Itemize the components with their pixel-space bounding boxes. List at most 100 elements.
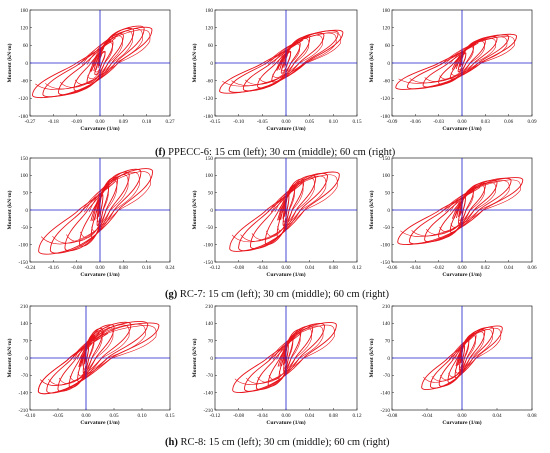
chart-panel-f-1: -0.27 -0.18 -0.09 0.00 0.09 0.18 0.27 -180 -120 -… bbox=[6, 8, 175, 132]
chart-panel-f-2: -0.15 -0.10 -0.05 0.00 0.05 0.10 0.15 -180 -120 -… bbox=[191, 8, 362, 132]
y-tick-label: -70 bbox=[21, 373, 28, 379]
hysteresis-loop-2 bbox=[86, 40, 114, 84]
hysteresis-loop-3 bbox=[257, 36, 311, 89]
x-axis-label: Curvature (1/m) bbox=[266, 271, 305, 278]
y-tick-label: 120 bbox=[205, 25, 213, 31]
y-tick-label: 0 bbox=[210, 208, 213, 214]
y-tick-label: 150 bbox=[382, 156, 390, 162]
x-tick-label: 0.08 bbox=[329, 413, 338, 419]
x-tick-label: -0.06 bbox=[410, 119, 421, 125]
y-tick-label: 180 bbox=[205, 8, 213, 14]
y-tick-label: 150 bbox=[205, 156, 213, 162]
y-tick-label: -150 bbox=[18, 260, 28, 266]
x-tick-label: -0.27 bbox=[25, 119, 36, 125]
chart-panels: -0.27 -0.18 -0.09 0.00 0.09 0.18 0.27-180-120-… bbox=[6, 8, 537, 426]
hysteresis-loop-4 bbox=[58, 27, 135, 96]
y-tick-label: 120 bbox=[20, 25, 28, 31]
x-axis-label: Curvature (1/m) bbox=[442, 125, 481, 132]
hysteresis-loop-7 bbox=[37, 322, 160, 395]
y-tick-label: -50 bbox=[206, 225, 213, 231]
x-tick-label: -0.08 bbox=[71, 265, 82, 271]
hysteresis-loop-repeat-6 bbox=[35, 29, 151, 90]
hysteresis-curves bbox=[32, 25, 153, 99]
y-tick-label: 50 bbox=[23, 190, 29, 196]
y-tick-label: 140 bbox=[205, 321, 213, 327]
hysteresis-loop-repeat-6 bbox=[423, 327, 502, 383]
caption-h-text: RC-8: 15 cm (left); 30 cm (middle); 60 c… bbox=[178, 437, 390, 448]
y-tick-label: -140 bbox=[18, 390, 28, 396]
chart-panel-g-3: -0.06 -0.04 -0.02 0.00 0.02 0.04 0.06 -150 -100 -… bbox=[368, 156, 537, 278]
caption-f-letter: (f) bbox=[155, 147, 166, 158]
x-tick-label: -0.09 bbox=[71, 119, 82, 125]
x-tick-label: -0.12 bbox=[210, 413, 221, 419]
x-tick-label: -0.06 bbox=[387, 265, 398, 271]
y-tick-label: -210 bbox=[380, 408, 390, 414]
x-tick-label: 0.00 bbox=[95, 119, 104, 125]
hysteresis-curves bbox=[38, 168, 154, 255]
hysteresis-loop-3 bbox=[79, 176, 118, 247]
hysteresis-loop-5 bbox=[42, 25, 145, 98]
caption-h-letter: (h) bbox=[165, 437, 178, 448]
x-tick-label: 0.05 bbox=[305, 119, 314, 125]
x-tick-label: -0.15 bbox=[210, 119, 221, 125]
hysteresis-loop-repeat-6 bbox=[400, 179, 521, 237]
hysteresis-loop-5 bbox=[238, 172, 328, 252]
hysteresis-curves bbox=[37, 321, 160, 395]
hysteresis-loop-repeat-1 bbox=[94, 51, 106, 73]
x-tick-label: -0.08 bbox=[233, 413, 244, 419]
x-tick-label: -0.04 bbox=[257, 413, 268, 419]
x-tick-label: 0.09 bbox=[527, 119, 536, 125]
y-axis-label: Moment (kN·m) bbox=[191, 190, 198, 229]
hysteresis-loop-6 bbox=[32, 26, 153, 99]
y-tick-label: 50 bbox=[208, 190, 214, 196]
x-tick-label: 0.10 bbox=[329, 119, 338, 125]
x-tick-label: 0.00 bbox=[457, 265, 466, 271]
hysteresis-loop-repeat-6 bbox=[398, 36, 515, 84]
caption-g: (g) RC-7: 15 cm (left); 30 cm (middle); … bbox=[165, 289, 389, 300]
hysteresis-curves bbox=[229, 171, 340, 252]
y-tick-label: -100 bbox=[203, 242, 213, 248]
x-tick-label: 0.00 bbox=[457, 119, 466, 125]
x-tick-label: -0.09 bbox=[387, 119, 398, 125]
hysteresis-loop-4 bbox=[57, 324, 115, 392]
y-tick-label: 0 bbox=[387, 208, 390, 214]
y-axis-label: Moment (kN·m) bbox=[191, 338, 198, 377]
y-axis-label: Moment (kN·m) bbox=[368, 338, 375, 377]
caption-g-text: RC-7: 15 cm (left); 30 cm (middle); 60 c… bbox=[177, 289, 389, 300]
x-axis-label: Curvature (1/m) bbox=[442, 419, 481, 426]
hysteresis-curves bbox=[397, 177, 524, 245]
x-tick-label: 0.00 bbox=[281, 265, 290, 271]
hysteresis-loop-repeat-6 bbox=[231, 174, 338, 243]
y-tick-label: -50 bbox=[21, 225, 28, 231]
hysteresis-loop-repeat-5 bbox=[52, 171, 140, 244]
x-tick-label: 0.08 bbox=[329, 265, 338, 271]
x-tick-label: 0.06 bbox=[527, 265, 536, 271]
x-tick-label: 0.15 bbox=[165, 413, 174, 419]
x-axis-label: Curvature (1/m) bbox=[266, 125, 305, 132]
x-tick-label: -0.12 bbox=[210, 265, 221, 271]
y-tick-label: -120 bbox=[380, 96, 390, 102]
x-tick-label: 0.00 bbox=[95, 265, 104, 271]
x-tick-label: -0.18 bbox=[48, 119, 59, 125]
x-tick-label: 0.03 bbox=[481, 119, 490, 125]
y-tick-label: -150 bbox=[203, 260, 213, 266]
x-tick-label: -0.05 bbox=[257, 119, 268, 125]
hysteresis-loop-4 bbox=[250, 175, 317, 250]
y-tick-label: 210 bbox=[205, 304, 213, 310]
x-axis-label: Curvature (1/m) bbox=[266, 419, 305, 426]
y-tick-label: -140 bbox=[380, 390, 390, 396]
x-tick-label: -0.04 bbox=[257, 265, 268, 271]
caption-g-letter: (g) bbox=[165, 289, 178, 300]
x-tick-label: 0.12 bbox=[352, 413, 361, 419]
hysteresis-curves bbox=[395, 33, 517, 90]
x-tick-label: 0.06 bbox=[504, 119, 513, 125]
x-tick-label: 0.00 bbox=[457, 413, 466, 419]
x-tick-label: 0.04 bbox=[305, 265, 314, 271]
x-axis-label: Curvature (1/m) bbox=[80, 271, 119, 278]
y-tick-label: -70 bbox=[383, 373, 390, 379]
x-tick-label: 0.02 bbox=[481, 265, 490, 271]
y-tick-label: -210 bbox=[18, 408, 28, 414]
hysteresis-loop-6 bbox=[421, 325, 503, 391]
y-tick-label: 70 bbox=[385, 338, 391, 344]
